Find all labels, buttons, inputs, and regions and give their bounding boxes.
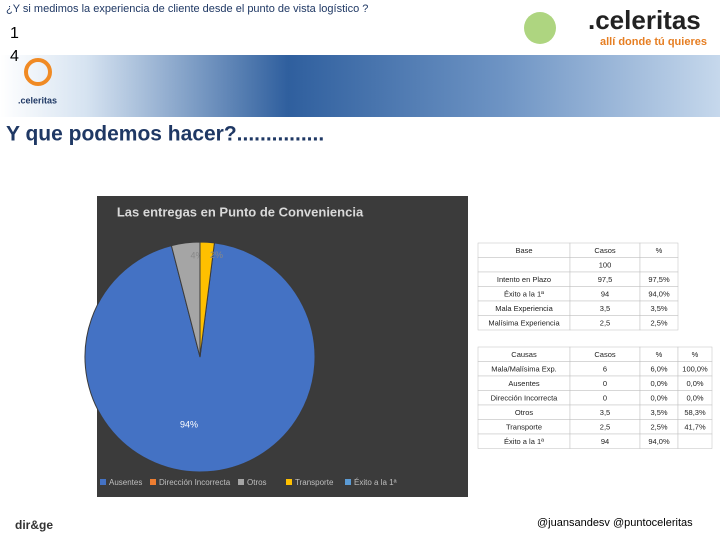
header-title: ¿Y si medimos la experiencia de cliente … [6, 3, 368, 15]
cell-text: 0,0% [686, 379, 703, 388]
slide-number: 1 [10, 25, 19, 42]
legend-swatch [345, 479, 351, 485]
legend-swatch [286, 479, 292, 485]
tagline: allí donde tú quieres [600, 36, 707, 48]
table-cell [477, 257, 571, 273]
cell-text: Mala Experiencia [495, 304, 553, 313]
header-bg [0, 0, 720, 55]
cell-text: 41,7% [684, 422, 706, 431]
cell-text: 0,0% [650, 393, 667, 402]
cell-text: 94 [601, 289, 609, 298]
award-icon [524, 12, 556, 44]
slice-label: 2% [210, 250, 223, 260]
cell-text: 2,5 [600, 422, 610, 431]
cell-text: 94 [601, 437, 609, 446]
legend-label: Ausentes [109, 478, 142, 487]
cell-text: Dirección Incorrecta [491, 393, 559, 402]
cell-text: Otros [515, 408, 534, 417]
cell-text: Mala/Malísima Exp. [491, 364, 556, 373]
cell-text: 0 [603, 393, 607, 402]
cell-text: Éxito a la 1ª [504, 437, 544, 446]
heading: Y que podemos hacer?............... [6, 123, 324, 146]
legend-swatch [150, 479, 156, 485]
legend-swatch [100, 479, 106, 485]
cell-text: 6,0% [650, 364, 667, 373]
cell-text: 58,3% [684, 408, 706, 417]
cell-text: Malísima Experiencia [488, 318, 560, 327]
cell-text: 94,0% [648, 289, 670, 298]
cell-text: 0,0% [650, 379, 667, 388]
cell-text: % [656, 350, 663, 359]
cell-text: 3,5% [650, 304, 667, 313]
cell-text: Éxito a la 1ª [504, 289, 544, 298]
cell-text: Intento en Plazo [497, 275, 551, 284]
legend-swatch [238, 479, 244, 485]
cell-text: 3,5 [600, 304, 610, 313]
slice-label: 4% [191, 251, 204, 261]
cell-text: Transporte [506, 422, 542, 431]
logo: .celeritas [588, 5, 701, 35]
cell-text: 94,0% [648, 437, 670, 446]
slice-label: 94% [180, 420, 198, 430]
footer-handles: @juansandesv @puntoceleritas [537, 517, 693, 529]
legend-label: Transporte [295, 478, 334, 487]
cell-text: % [656, 246, 663, 255]
cell-text: Casos [594, 350, 616, 359]
cell-text: % [692, 350, 699, 359]
cell-text: 100 [599, 260, 612, 269]
cell-text: 0 [603, 379, 607, 388]
slide-number: 4 [10, 48, 19, 65]
table-cell [677, 433, 713, 449]
table-cell [639, 315, 679, 331]
legend-label: Dirección Incorrecta [159, 478, 231, 487]
cell-text: 0,0% [686, 393, 703, 402]
small-logo: .celeritas [18, 95, 57, 105]
legend-label: Otros [247, 478, 267, 487]
pie-slice [84, 242, 316, 473]
chart-title: Las entregas en Punto de Conveniencia [117, 204, 364, 219]
cell-text: 97,5 [598, 275, 613, 284]
banner [0, 55, 720, 117]
cell-text: Base [515, 246, 532, 255]
cell-text: 2,5% [650, 422, 667, 431]
cell-text: 6 [603, 364, 607, 373]
cell-text: 100,0% [682, 364, 708, 373]
footer-brand: dir&ge [15, 518, 53, 532]
cell-text: Casos [594, 246, 616, 255]
cell-text: Ausentes [508, 379, 540, 388]
cell-text: 3,5% [650, 408, 667, 417]
cell-text: 97,5% [648, 275, 670, 284]
cell-text: Causas [511, 350, 537, 359]
legend-label: Éxito a la 1ª [354, 478, 397, 487]
logo-icon [24, 58, 52, 86]
cell-text: 3,5 [600, 408, 610, 417]
cell-text: 2,5 [600, 318, 610, 327]
pie-slice [199, 241, 215, 358]
table-cell [639, 257, 679, 273]
cell-text: 2,5% [650, 318, 667, 327]
